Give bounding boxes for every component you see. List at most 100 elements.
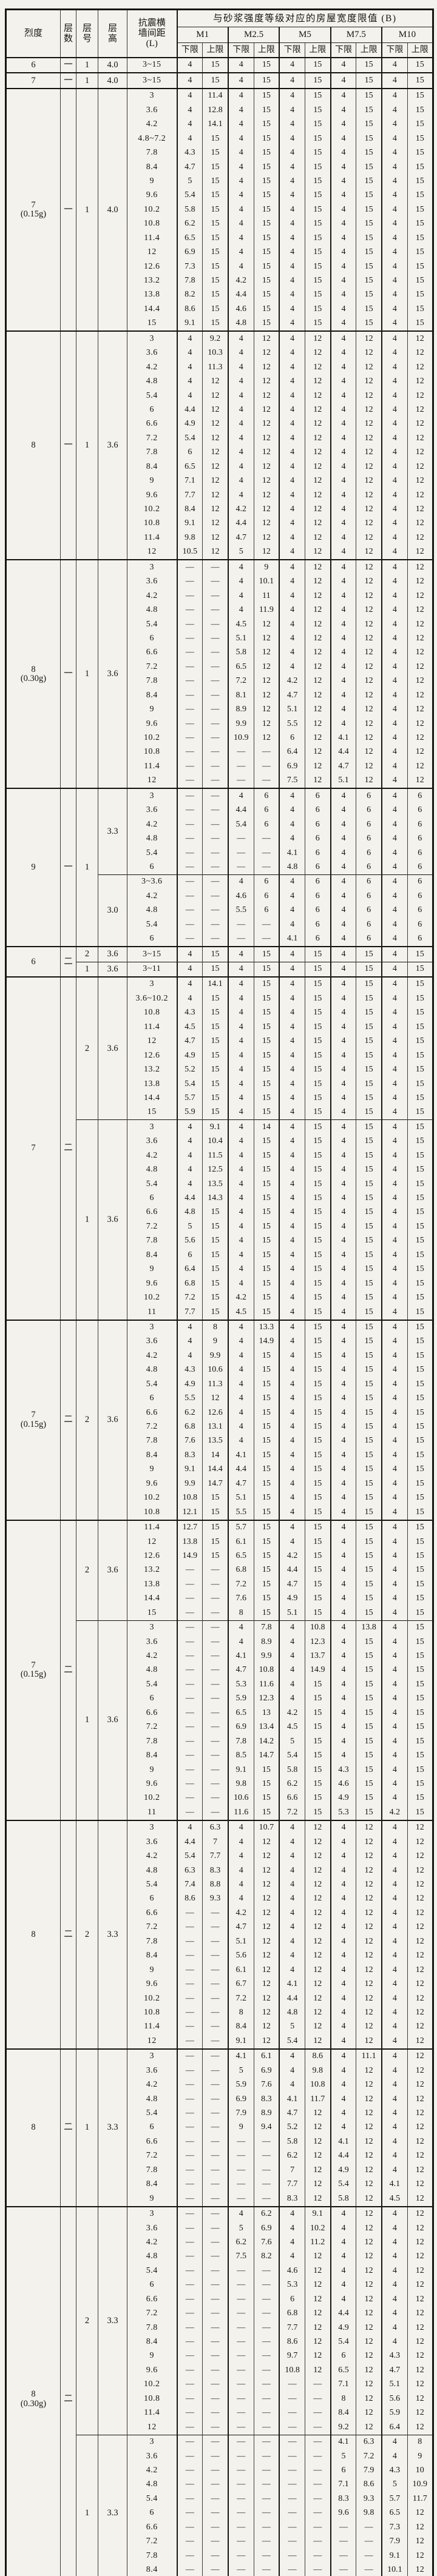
limit-value-cell: 4 [381,1591,408,1606]
limit-value-cell: 8 [227,2005,254,2020]
limit-value-cell: 12 [407,2148,433,2164]
limit-value-cell: 12 [253,2005,280,2020]
limit-value-cell: 4 [330,316,357,332]
limit-value-cell: 12 [253,1934,280,1949]
limit-value-cell: 4 [330,688,357,703]
height-cell: 3.6 [98,330,127,560]
limit-value-cell: 4 [176,991,203,1006]
limit-value-cell: 4 [279,502,305,517]
limit-value-cell: 12 [253,389,280,403]
limit-value-cell: — [279,2463,305,2478]
limit-value-cell: — [304,2406,331,2421]
limit-value-cell: 4 [279,961,305,977]
limit-value-cell: 15 [253,273,280,288]
limit-value-cell: 15 [356,1734,382,1749]
limit-value-cell: 5.1 [279,1606,305,1621]
limit-value-cell: 4 [227,374,254,389]
limit-value-cell: — [176,889,203,904]
limit-value-cell: 15 [253,946,280,962]
limit-value-cell: 5.5 [227,1505,254,1520]
limit-value-cell: 4 [381,1248,408,1263]
limit-value-cell: 15 [304,216,331,232]
limit-value-cell: 6.1 [227,1963,254,1977]
limit-value-cell: 7.8 [227,1734,254,1749]
limit-value-cell: 4 [330,603,357,618]
limit-value-cell: 15 [202,146,229,161]
limit-value-cell: 12 [407,445,433,460]
limit-value-cell: — [202,717,229,731]
table-row: 13.2 5.2 15 4 15 4 15 4 15 4 15 [6,1062,433,1078]
limit-value-cell: — [253,2506,280,2521]
limit-value-cell: 12 [407,2306,433,2321]
limit-value-cell: 5.8 [279,2135,305,2149]
wall-spacing-cell: 3 [127,1819,177,1836]
limit-value-cell: 4 [381,589,408,603]
limit-value-cell: 8 [407,2434,433,2450]
limit-value-cell: 9.1 [304,2205,331,2222]
table-row: 10.8— — — —6.4 12 4.4 12 4 12 [6,745,433,760]
limit-value-cell: 4 [330,1649,357,1663]
limit-value-cell: — [176,773,203,789]
limit-value-cell: 15 [304,1219,331,1234]
table-row: 3.6 4 12.8 4 15 4 15 4 15 4 15 [6,103,433,118]
limit-value-cell: 4 [330,2064,357,2078]
limit-value-cell: 4 [330,717,357,731]
wall-spacing-cell: 3.6~10.2 [127,991,177,1006]
limit-value-cell: — [202,1763,229,1777]
limit-value-cell: — [202,788,229,803]
table-row: 6.6 4.9 12 4 12 4 12 4 12 4 12 [6,417,433,432]
limit-value-cell: 5.5 [279,717,305,731]
limit-value-cell: 15 [407,1635,433,1649]
limit-value-cell: 15 [407,316,433,332]
limit-value-cell: 12 [253,1892,280,1907]
limit-value-cell: 7.9 [356,2463,382,2478]
limit-value-cell: 4 [330,1219,357,1234]
limit-value-cell: 12 [202,531,229,545]
limit-value-cell: 12 [407,717,433,731]
limit-value-cell: 4 [381,1363,408,1378]
limit-value-cell: 15 [202,1535,229,1549]
limit-value-cell: 4.1 [227,2048,254,2064]
limit-value-cell: — [227,2492,254,2506]
limit-value-cell: 4 [381,316,408,332]
limit-value-cell: 15 [356,1663,382,1678]
limit-value-cell: 4 [279,1448,305,1463]
limit-value-cell: 10.8 [176,1491,203,1506]
limit-value-cell: 12 [407,417,433,432]
limit-value-cell: 15 [253,188,280,203]
limit-value-cell: — [176,2434,203,2450]
limit-value-cell: 15 [253,1791,280,1806]
grade-header: M7.5 [330,27,382,43]
table-row: 6.6— —5.8 12 4 12 4 12 4 12 [6,645,433,660]
wall-spacing-cell: 4.8 [127,374,177,389]
limit-value-cell: — [176,1777,203,1791]
limit-value-cell: 4 [330,874,357,890]
limit-value-cell: 14.9 [176,1549,203,1563]
limit-value-cell: 12 [407,2363,433,2378]
limit-value-cell: 7.5 [227,2249,254,2264]
limit-value-cell: 15 [407,1377,433,1392]
limit-value-cell: 4 [381,1963,408,1977]
wall-spacing-cell: 7.8 [127,1734,177,1749]
limit-value-cell: 10.2 [304,2221,331,2236]
limit-value-cell: 7.5 [279,773,305,789]
limit-value-cell: 4 [176,360,203,375]
limit-value-cell: 8.6 [176,302,203,317]
table-row: 12— — — —7.5 12 5.1 12 4 12 [6,773,433,789]
limit-value-cell: 4 [227,1877,254,1892]
limit-value-cell: 12 [407,431,433,446]
limit-value-cell: 4.7 [176,160,203,175]
limit-value-cell: 4 [279,58,305,73]
limit-value-cell: 5.9 [176,1105,203,1120]
limit-value-cell: 12 [304,773,331,789]
limit-value-cell: 9.9 [202,1349,229,1363]
limit-value-cell: 5.4 [227,817,254,832]
limit-value-cell: — [202,2048,229,2064]
wall-spacing-cell: 9.6 [127,1777,177,1791]
limit-value-cell: 15 [356,1305,382,1320]
limit-value-cell: 12 [304,460,331,474]
limit-value-cell: — [279,2563,305,2576]
wall-spacing-cell: 3.6 [127,2221,177,2236]
limit-value-cell: 4 [279,2064,305,2078]
limit-value-cell: — [227,2292,254,2307]
